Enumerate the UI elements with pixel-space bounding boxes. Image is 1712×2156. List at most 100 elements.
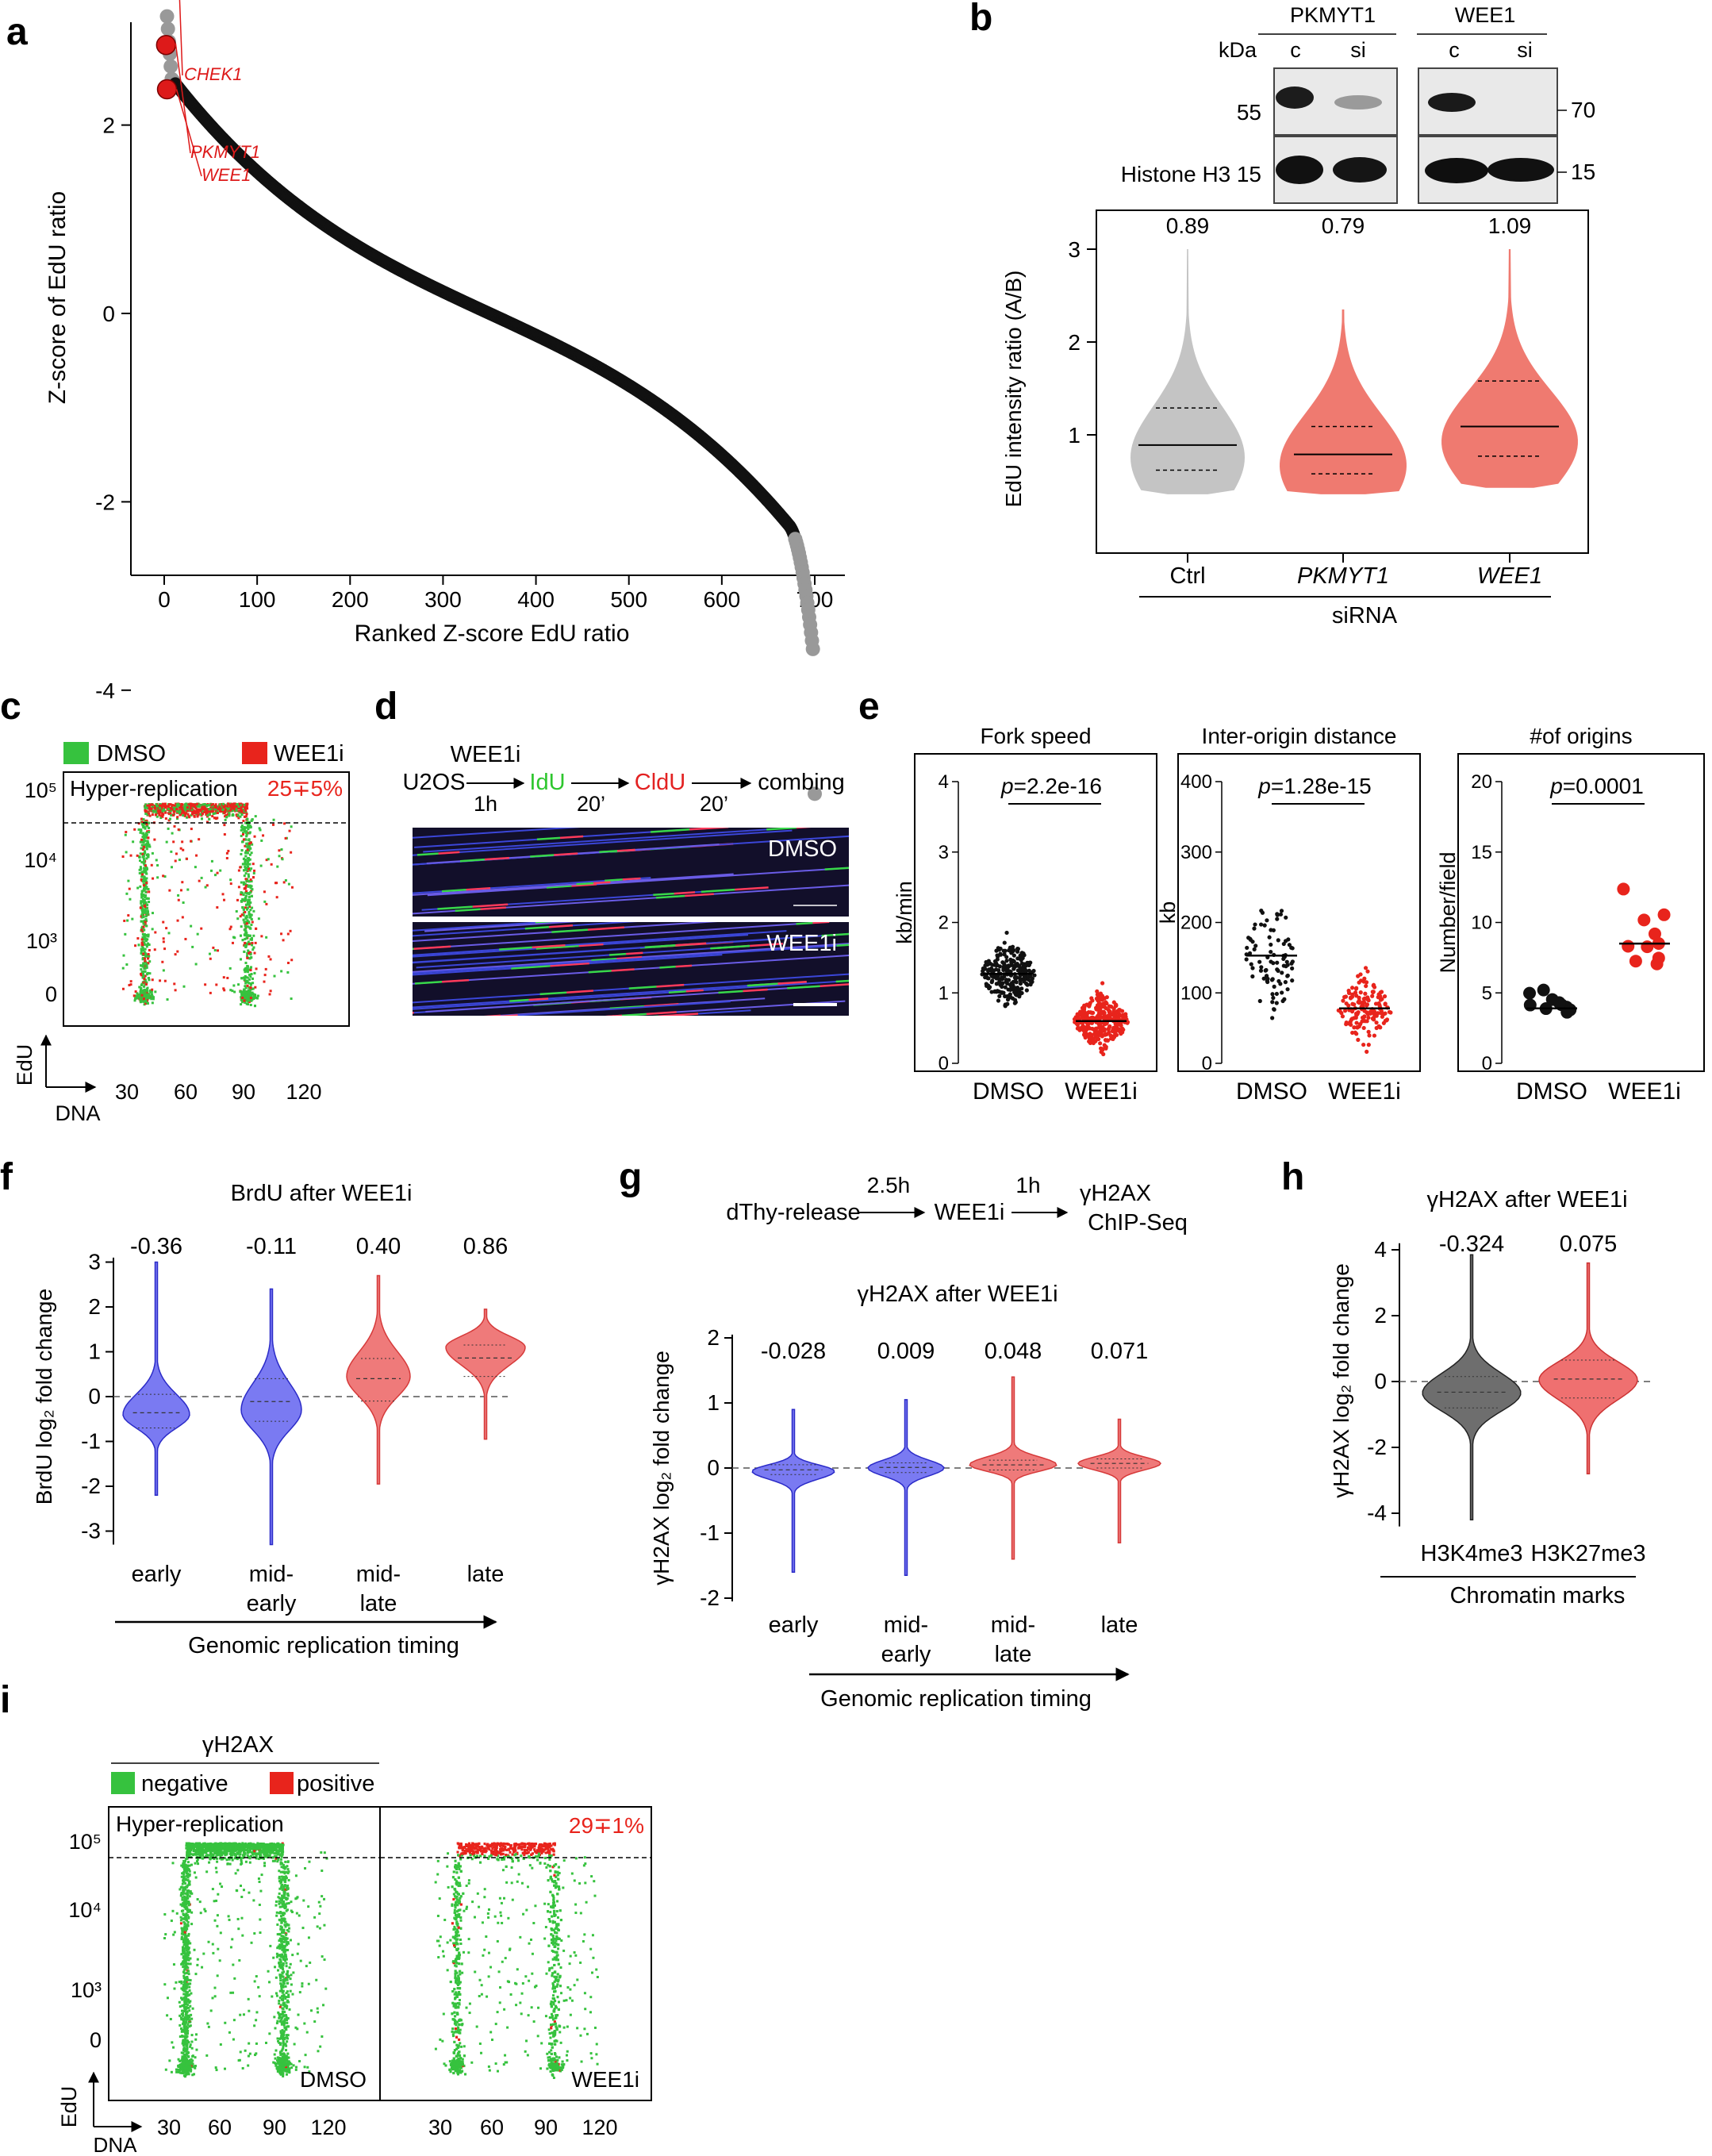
ytick-label: 4 xyxy=(939,771,949,793)
data-point xyxy=(1374,1013,1379,1018)
event-dot xyxy=(272,818,275,821)
ytick-label: 0 xyxy=(1482,1053,1492,1074)
event-dot xyxy=(268,993,271,996)
event-dot xyxy=(224,818,227,821)
event-dot xyxy=(245,863,248,866)
event-dot xyxy=(145,819,148,822)
event-dot xyxy=(244,805,247,809)
dna-fiber xyxy=(413,922,718,943)
group-label: Chromatin marks xyxy=(1450,1583,1626,1608)
event-dot xyxy=(146,813,149,817)
event-dot xyxy=(251,982,255,985)
data-point xyxy=(1370,1009,1375,1015)
event-dot xyxy=(148,901,151,904)
event-dot xyxy=(151,803,154,806)
event-dot xyxy=(153,838,156,841)
subplot-frame xyxy=(1177,753,1421,1072)
data-point xyxy=(1000,984,1004,990)
p-symbol: p xyxy=(1000,774,1014,798)
fiber-idu-track xyxy=(524,925,550,930)
data-point xyxy=(1012,975,1017,980)
event-dot xyxy=(259,864,263,867)
event-dot xyxy=(143,985,146,988)
data-point xyxy=(1002,974,1007,979)
event-dot xyxy=(244,993,248,997)
event-dot xyxy=(144,940,148,943)
data-point xyxy=(1003,985,1008,990)
data-point xyxy=(1383,1018,1388,1023)
dna-fiber xyxy=(413,884,849,915)
loading-control-label: Histone H3 xyxy=(1121,162,1231,186)
data-point xyxy=(1002,940,1007,945)
event-dot xyxy=(145,963,148,966)
event-dot xyxy=(148,826,151,829)
event-dot xyxy=(146,906,149,909)
event-dot xyxy=(194,803,197,806)
event-dot xyxy=(282,2023,286,2027)
event-dot xyxy=(209,957,212,960)
data-point xyxy=(1023,964,1027,969)
event-dot xyxy=(141,911,144,914)
event-dot xyxy=(145,872,148,875)
event-dot xyxy=(147,810,150,813)
fiber-idu-track xyxy=(511,965,551,970)
event-dot xyxy=(129,854,132,857)
event-dot xyxy=(240,849,244,852)
event-dot xyxy=(245,890,248,893)
data-point xyxy=(1271,995,1276,1001)
event-dot xyxy=(191,945,194,948)
event-dot xyxy=(244,969,248,972)
fiber-cldu-track xyxy=(656,983,685,988)
event-dot xyxy=(246,956,249,959)
event-dot xyxy=(140,968,143,971)
event-dot xyxy=(250,956,253,959)
legend-swatch-wee1i xyxy=(242,742,267,764)
event-dot xyxy=(191,803,194,806)
data-point xyxy=(1641,940,1654,954)
event-dot xyxy=(146,938,149,941)
event-dot xyxy=(207,807,210,810)
event-dot xyxy=(263,900,267,903)
median-label: -0.028 xyxy=(761,1339,826,1364)
event-dot xyxy=(239,866,242,869)
event-dot xyxy=(167,804,171,807)
event-dot xyxy=(242,819,245,822)
dna-fiber xyxy=(414,828,730,848)
event-dot xyxy=(194,963,198,966)
data-point xyxy=(1004,959,1009,963)
fiber-cldu-track xyxy=(685,989,704,993)
data-point xyxy=(1011,979,1015,984)
ytick-label: 10³ xyxy=(26,929,57,953)
event-dot xyxy=(147,972,150,975)
fiber-idu-track xyxy=(644,944,676,949)
fiber-idu-track xyxy=(591,957,617,962)
data-point xyxy=(1095,1030,1100,1035)
event-dot xyxy=(245,849,248,852)
event-dot xyxy=(267,955,271,958)
event-dot xyxy=(141,964,144,967)
event-dot xyxy=(145,943,148,947)
panel-a-xtick-label: 500 xyxy=(610,587,647,612)
event-dot xyxy=(144,805,147,808)
event-dot xyxy=(263,974,267,977)
fiber-cldu-track xyxy=(550,962,589,967)
event-dot xyxy=(167,813,171,816)
fiber-cldu-track xyxy=(878,805,919,807)
event-dot xyxy=(136,937,140,940)
violin xyxy=(969,1376,1058,1560)
event-dot xyxy=(143,935,146,938)
event-dot xyxy=(208,952,211,955)
category-label: PKMYT1 xyxy=(1297,563,1389,589)
event-dot xyxy=(190,813,193,817)
event-dot xyxy=(236,813,240,817)
ytick-label: -4 xyxy=(1367,1501,1387,1525)
event-dot xyxy=(262,834,265,837)
event-dot xyxy=(151,994,154,997)
data-point xyxy=(1378,1025,1383,1030)
event-dot xyxy=(124,833,127,836)
event-dot xyxy=(212,813,215,816)
data-point xyxy=(1356,1037,1361,1042)
event-dot xyxy=(241,840,244,844)
panel-a-xtick-label: 100 xyxy=(239,587,276,612)
